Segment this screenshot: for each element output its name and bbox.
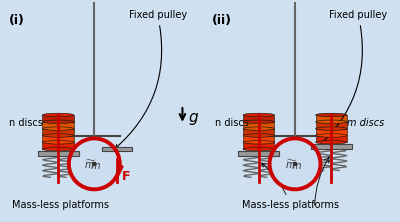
Bar (102, 147, 132, 151)
Ellipse shape (42, 120, 74, 123)
Ellipse shape (316, 134, 347, 137)
Bar (311, 144, 352, 149)
Text: $\widetilde{m}$: $\widetilde{m}$ (84, 159, 97, 171)
Text: m discs: m discs (347, 118, 384, 128)
Text: $\widetilde{m}$: $\widetilde{m}$ (285, 159, 298, 171)
Ellipse shape (42, 134, 74, 137)
Text: Mass-less platforms: Mass-less platforms (242, 163, 339, 210)
Bar (42, 115, 74, 122)
Bar (42, 122, 74, 129)
Text: F: F (122, 170, 130, 183)
Text: Mass-less platforms: Mass-less platforms (12, 200, 108, 210)
Ellipse shape (243, 141, 274, 144)
Text: Fixed pulley: Fixed pulley (316, 10, 388, 149)
Text: (ii): (ii) (212, 14, 232, 27)
Bar (238, 151, 279, 156)
Text: g: g (188, 110, 198, 125)
Ellipse shape (42, 141, 74, 144)
Bar (243, 135, 274, 142)
Bar (316, 135, 347, 142)
Circle shape (71, 144, 118, 191)
Ellipse shape (42, 113, 74, 117)
Circle shape (92, 162, 96, 166)
Bar (243, 115, 274, 122)
Ellipse shape (243, 147, 274, 151)
Circle shape (293, 162, 297, 166)
Bar (42, 135, 74, 142)
Bar (243, 122, 274, 129)
Bar (316, 129, 347, 135)
Bar (38, 151, 79, 156)
Ellipse shape (42, 127, 74, 130)
Ellipse shape (243, 113, 274, 117)
Ellipse shape (243, 120, 274, 123)
Text: (i): (i) (9, 14, 25, 27)
Bar (243, 129, 274, 135)
Text: n discs: n discs (9, 118, 43, 128)
Text: $\it{m}$: $\it{m}$ (290, 161, 302, 171)
Bar (42, 129, 74, 135)
Circle shape (270, 138, 320, 189)
Bar (316, 122, 347, 129)
Circle shape (272, 144, 318, 191)
Circle shape (69, 138, 120, 189)
Text: Fixed pulley: Fixed pulley (115, 10, 187, 149)
Text: $\it{m}$: $\it{m}$ (90, 161, 101, 171)
Bar (42, 142, 74, 149)
Bar (243, 142, 274, 149)
Ellipse shape (316, 141, 347, 144)
Ellipse shape (243, 127, 274, 130)
Ellipse shape (316, 120, 347, 123)
Text: n discs: n discs (215, 118, 249, 128)
Ellipse shape (243, 134, 274, 137)
Ellipse shape (316, 127, 347, 130)
Bar (316, 115, 347, 122)
Ellipse shape (316, 113, 347, 117)
Ellipse shape (42, 147, 74, 151)
